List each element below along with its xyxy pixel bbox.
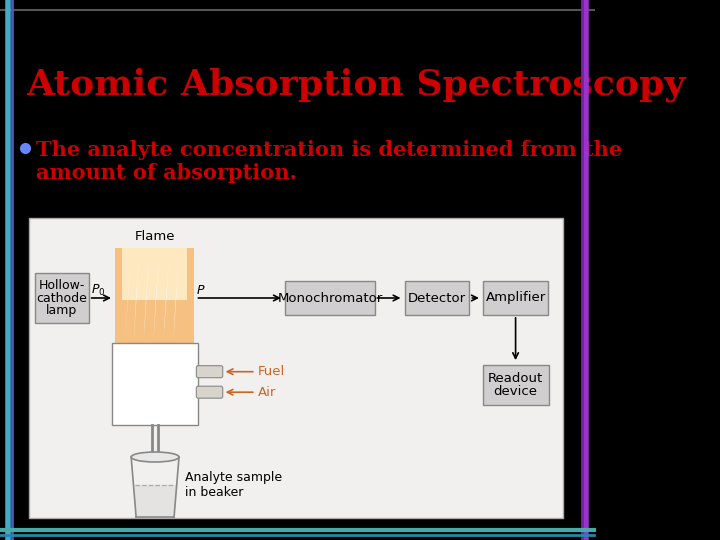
FancyBboxPatch shape xyxy=(197,386,222,398)
FancyBboxPatch shape xyxy=(115,248,194,343)
FancyBboxPatch shape xyxy=(112,343,198,425)
Polygon shape xyxy=(134,485,176,517)
Text: Atomic Absorption Spectroscopy: Atomic Absorption Spectroscopy xyxy=(27,68,685,103)
Ellipse shape xyxy=(131,452,179,462)
Text: device: device xyxy=(494,385,538,398)
Text: Detector: Detector xyxy=(408,292,467,305)
FancyBboxPatch shape xyxy=(483,281,548,315)
Text: 8: 8 xyxy=(564,508,573,523)
Text: amount of absorption.: amount of absorption. xyxy=(36,163,297,183)
Text: Hollow-: Hollow- xyxy=(39,279,85,292)
Polygon shape xyxy=(143,255,149,343)
FancyBboxPatch shape xyxy=(405,281,469,315)
Polygon shape xyxy=(163,259,169,343)
Polygon shape xyxy=(125,262,130,343)
FancyBboxPatch shape xyxy=(197,366,222,377)
Text: Flame: Flame xyxy=(135,230,175,243)
FancyBboxPatch shape xyxy=(122,248,187,300)
Text: cathode: cathode xyxy=(37,292,87,305)
Text: The analyte concentration is determined from the: The analyte concentration is determined … xyxy=(36,140,622,160)
Text: lamp: lamp xyxy=(46,303,78,316)
FancyBboxPatch shape xyxy=(35,273,89,323)
Text: Amplifier: Amplifier xyxy=(485,292,546,305)
Text: Air: Air xyxy=(258,386,276,399)
Polygon shape xyxy=(174,265,179,343)
FancyBboxPatch shape xyxy=(285,281,374,315)
FancyBboxPatch shape xyxy=(482,365,549,405)
Text: Monochromator: Monochromator xyxy=(277,292,382,305)
Polygon shape xyxy=(153,258,159,343)
Text: $P_0$: $P_0$ xyxy=(91,282,106,298)
Text: Readout: Readout xyxy=(488,372,543,385)
Text: Analyte sample
in beaker: Analyte sample in beaker xyxy=(185,471,282,499)
Text: Fuel: Fuel xyxy=(258,365,285,378)
FancyBboxPatch shape xyxy=(29,218,564,518)
Text: $P$: $P$ xyxy=(197,284,206,296)
Polygon shape xyxy=(134,253,140,343)
